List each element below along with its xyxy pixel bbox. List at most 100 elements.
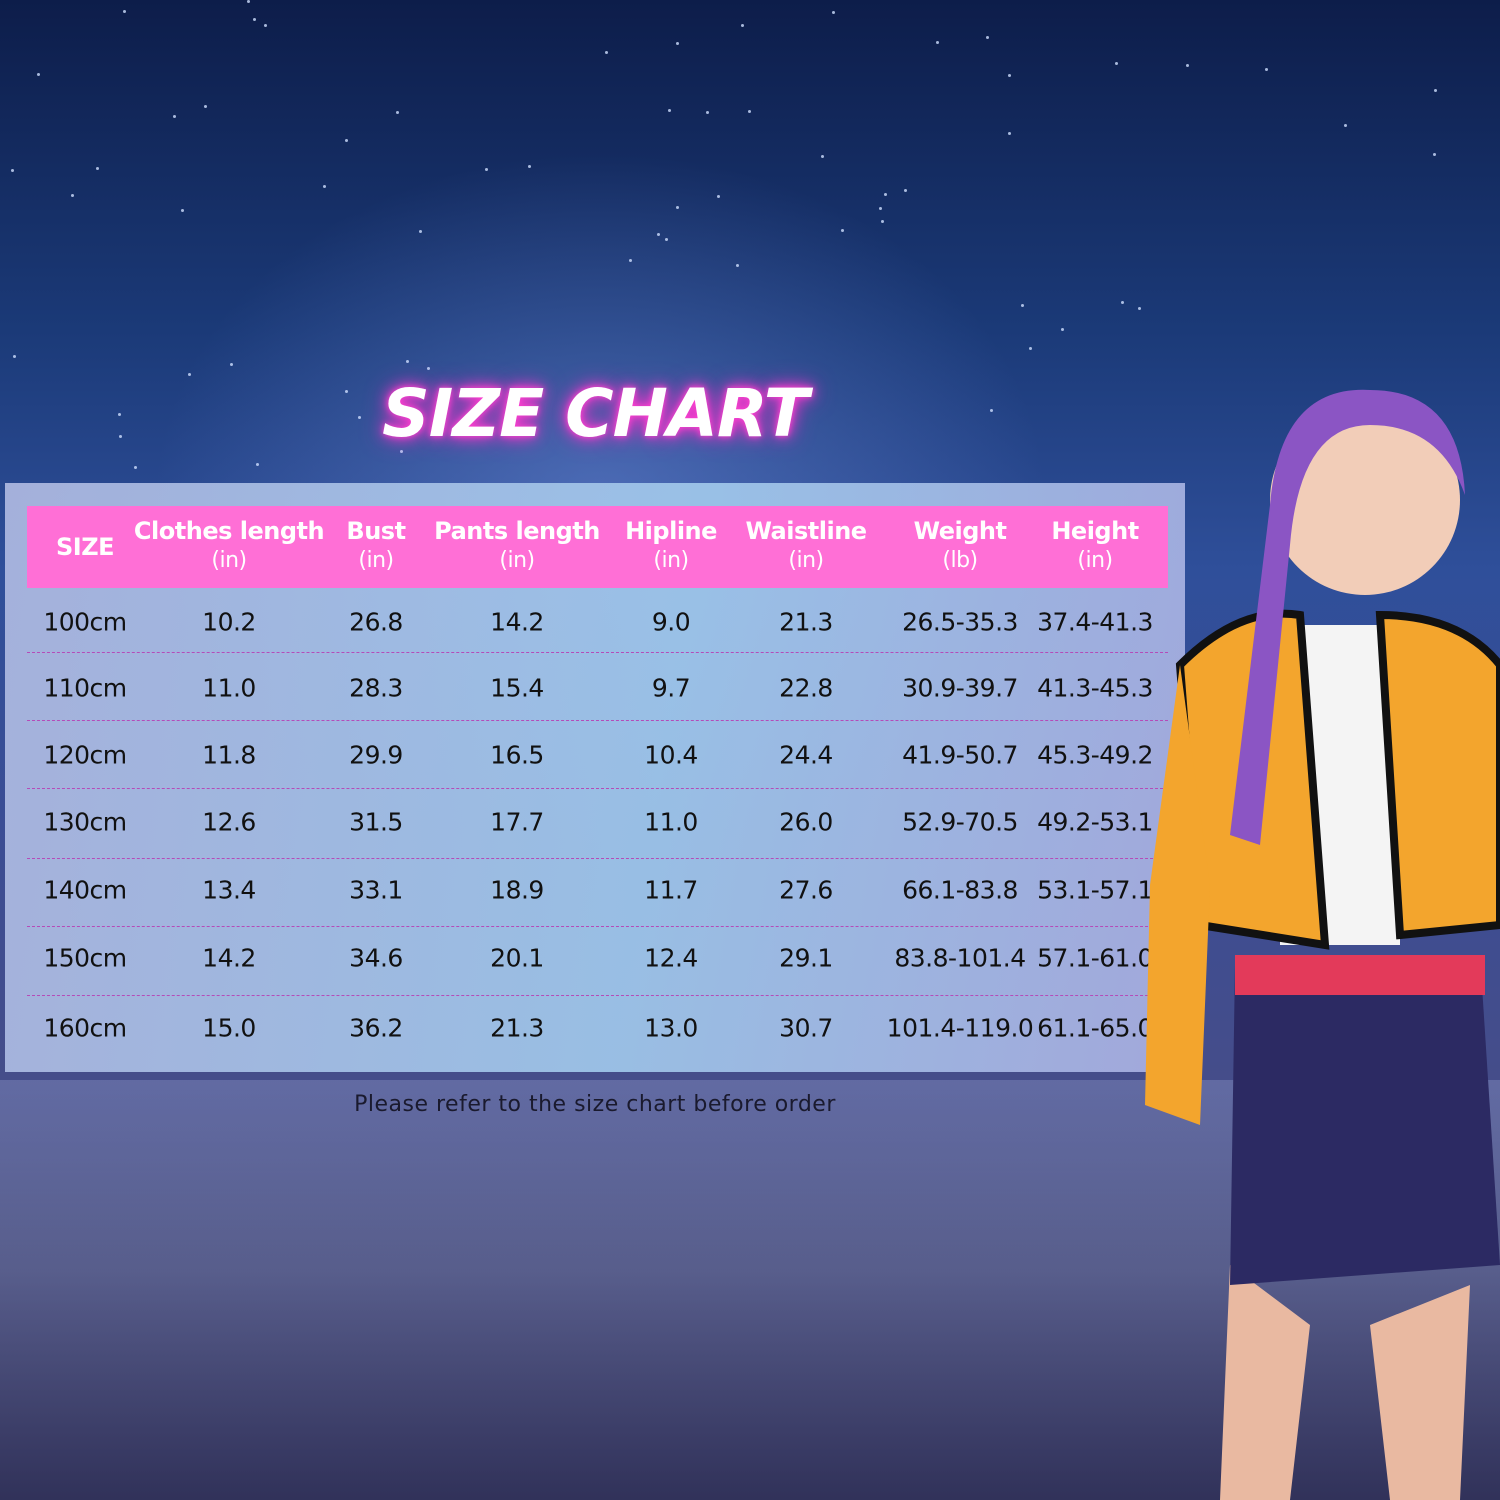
table-cell: 41.3-45.3 — [1037, 673, 1153, 703]
column-header-name: Waistline — [745, 517, 867, 545]
star — [485, 168, 489, 172]
star — [264, 23, 268, 27]
column-header: Height (in) — [1051, 506, 1139, 588]
star — [134, 465, 138, 469]
star — [527, 164, 531, 168]
table-cell: 11.0 — [644, 807, 698, 837]
column-header: Bust (in) — [346, 506, 406, 588]
star — [187, 372, 191, 376]
table-cell: 28.3 — [349, 673, 403, 703]
star — [840, 229, 844, 232]
column-header: Weight (lb) — [914, 506, 1007, 588]
star — [173, 114, 177, 118]
star — [990, 408, 994, 412]
star — [230, 363, 234, 367]
star — [36, 72, 40, 76]
table-cell: 37.4-41.3 — [1037, 607, 1153, 637]
table-cell: 101.4-119.0 — [886, 1013, 1034, 1043]
table-cell: 27.6 — [779, 875, 833, 905]
column-header-unit: (in) — [358, 548, 394, 573]
star — [658, 394, 662, 398]
star — [96, 167, 100, 171]
star — [735, 263, 739, 267]
table-cell: 17.7 — [490, 807, 544, 837]
column-header-name: Weight — [913, 517, 1007, 545]
table-cell: 41.9-50.7 — [902, 740, 1018, 770]
table-cell: 13.4 — [202, 875, 256, 905]
star — [831, 11, 835, 15]
star — [1114, 61, 1118, 65]
table-cell: 33.1 — [349, 875, 403, 905]
table-cell: 16.5 — [490, 740, 544, 770]
model-photo — [1145, 389, 1500, 1500]
star — [668, 109, 672, 113]
table-cell: 12.6 — [202, 807, 256, 837]
model-shorts — [1230, 955, 1500, 1285]
star — [12, 355, 16, 359]
star — [255, 463, 259, 467]
table-cell: 24.4 — [779, 740, 833, 770]
star — [1121, 300, 1125, 304]
table-cell: 66.1-83.8 — [902, 875, 1018, 905]
row-separator — [27, 788, 1168, 789]
column-header-name: Height — [1051, 517, 1139, 545]
star — [986, 35, 990, 39]
row-separator — [27, 720, 1168, 721]
column-header-unit: (in) — [653, 548, 689, 573]
star — [1007, 131, 1011, 135]
table-cell: 12.4 — [644, 943, 698, 973]
table-cell: 11.7 — [644, 875, 698, 905]
star — [1432, 152, 1436, 156]
table-cell: 36.2 — [349, 1013, 403, 1043]
table-cell: 22.8 — [779, 673, 833, 703]
table-cell: 30.7 — [779, 1013, 833, 1043]
star — [204, 105, 207, 109]
column-header-name: Bust — [346, 517, 406, 545]
table-cell: 83.8-101.4 — [894, 943, 1026, 973]
star — [881, 220, 885, 224]
column-header-name: Clothes length — [133, 517, 325, 545]
size-label: 160cm — [43, 1013, 127, 1043]
row-separator — [27, 926, 1168, 927]
table-cell: 18.9 — [490, 875, 544, 905]
column-header: Pants length (in) — [434, 506, 600, 588]
star — [1433, 88, 1437, 92]
table-cell: 20.1 — [490, 943, 544, 973]
table-cell: 26.0 — [779, 807, 833, 837]
table-cell: 9.0 — [651, 607, 691, 637]
star — [10, 169, 14, 173]
column-header-name: Hipline — [625, 517, 717, 545]
star — [71, 193, 75, 197]
table-cell: 31.5 — [349, 807, 403, 837]
star — [706, 110, 710, 114]
table-cell: 53.1-57.1 — [1037, 875, 1153, 905]
star — [628, 258, 632, 262]
star — [1344, 124, 1348, 128]
column-header-name: SIZE — [55, 533, 115, 561]
row-separator — [27, 652, 1168, 653]
star — [747, 110, 751, 114]
table-cell: 34.6 — [349, 943, 403, 973]
table-cell: 15.0 — [202, 1013, 256, 1043]
column-header: SIZE — [55, 506, 115, 588]
column-header: Hipline (in) — [625, 506, 717, 588]
size-label: 110cm — [43, 673, 127, 703]
size-label: 140cm — [43, 875, 127, 905]
star — [1138, 306, 1142, 310]
column-header-unit: (lb) — [942, 548, 978, 573]
star — [805, 390, 809, 394]
star — [675, 42, 679, 46]
table-cell: 49.2-53.1 — [1037, 807, 1153, 837]
model-legs — [1220, 1265, 1470, 1500]
star — [717, 194, 721, 198]
star — [122, 9, 126, 13]
star — [345, 139, 349, 143]
star — [117, 413, 121, 417]
size-table: SIZE Clothes length (in) Bust (in) Pants leng… — [5, 483, 1185, 1072]
table-cell: 26.8 — [349, 607, 403, 637]
star — [246, 0, 250, 4]
column-header: Waistline (in) — [745, 506, 867, 588]
model-head — [1270, 405, 1460, 595]
chart-title: SIZE CHART — [382, 375, 809, 452]
star — [1007, 74, 1011, 78]
